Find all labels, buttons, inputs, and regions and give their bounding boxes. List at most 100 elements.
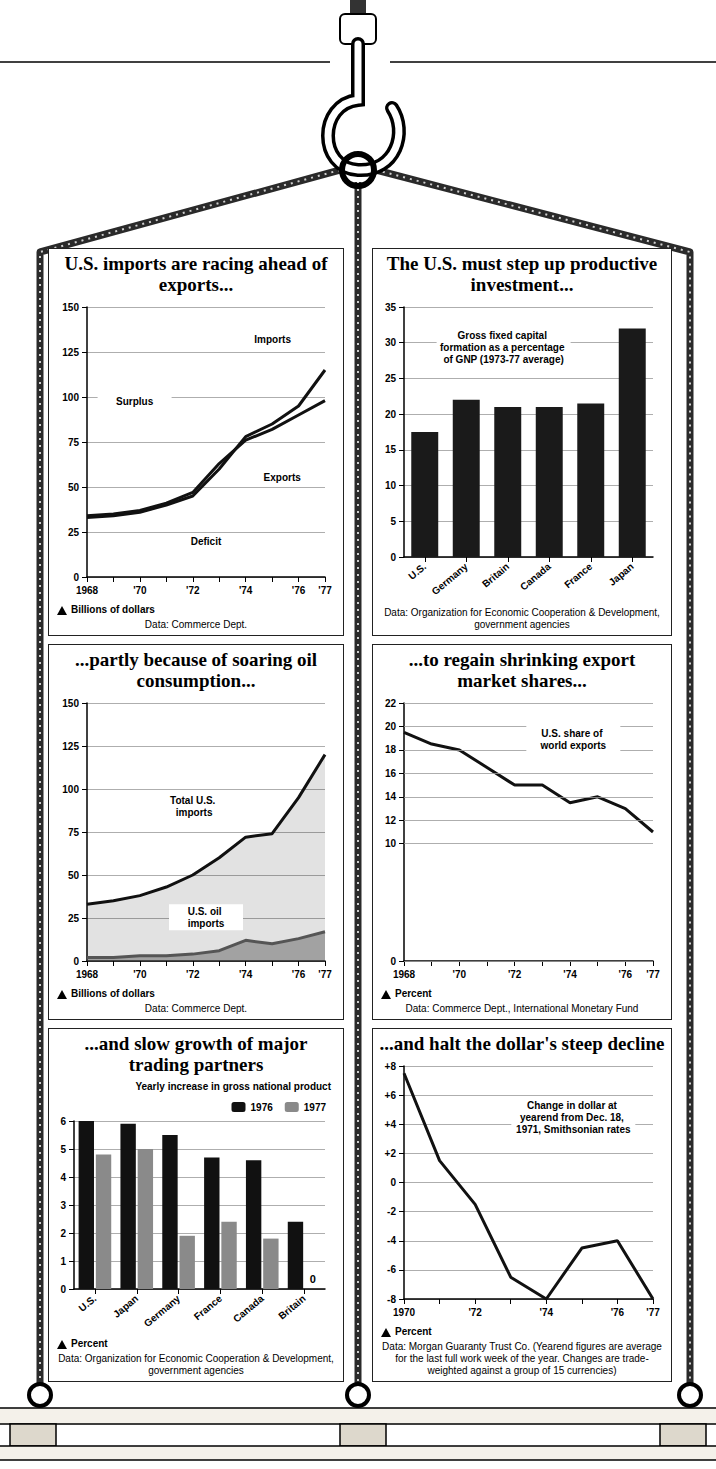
svg-text:35: 35 [385, 302, 397, 313]
svg-text:0: 0 [390, 1177, 396, 1188]
svg-text:1976: 1976 [251, 1102, 274, 1113]
svg-text:30: 30 [385, 337, 397, 348]
svg-text:France: France [562, 561, 595, 591]
svg-text:Surplus: Surplus [116, 396, 154, 407]
svg-text:formation as a percentage: formation as a percentage [440, 342, 567, 353]
svg-text:imports: imports [188, 918, 225, 929]
svg-text:'74: '74 [239, 585, 253, 596]
svg-text:U.S. share of: U.S. share of [541, 728, 605, 739]
svg-text:'72: '72 [468, 1307, 482, 1318]
svg-text:world exports: world exports [540, 740, 607, 751]
svg-text:Japan: Japan [111, 1293, 140, 1320]
svg-text:U.S.: U.S. [76, 1293, 98, 1314]
svg-text:Britain: Britain [276, 1293, 307, 1322]
svg-text:1: 1 [60, 1256, 66, 1267]
svg-text:0: 0 [390, 552, 396, 563]
svg-text:Total U.S.: Total U.S. [170, 795, 218, 806]
svg-text:0: 0 [60, 1284, 66, 1295]
svg-text:Germany: Germany [430, 561, 471, 598]
svg-text:75: 75 [68, 827, 80, 838]
svg-text:10: 10 [385, 480, 397, 491]
svg-text:125: 125 [62, 741, 79, 752]
svg-text:'76: '76 [619, 969, 633, 980]
svg-text:18: 18 [385, 744, 397, 755]
svg-text:125: 125 [62, 347, 79, 358]
svg-text:0: 0 [310, 1273, 316, 1285]
svg-text:5: 5 [390, 516, 396, 527]
svg-text:imports: imports [176, 807, 213, 818]
svg-text:25: 25 [385, 373, 397, 384]
svg-text:France: France [192, 1293, 225, 1323]
svg-text:10: 10 [385, 838, 397, 849]
svg-text:-4: -4 [387, 1235, 396, 1246]
svg-text:'74: '74 [540, 1307, 554, 1318]
svg-text:'72: '72 [186, 969, 200, 980]
svg-text:'72: '72 [508, 969, 522, 980]
svg-text:Japan: Japan [607, 561, 636, 588]
svg-text:Britain: Britain [480, 561, 511, 590]
svg-text:1977: 1977 [304, 1102, 327, 1113]
svg-text:22: 22 [385, 698, 397, 709]
svg-text:'77: '77 [318, 969, 332, 980]
svg-text:'76: '76 [292, 585, 306, 596]
svg-text:yearend from Dec. 18,: yearend from Dec. 18, [520, 1112, 627, 1123]
svg-text:'70: '70 [133, 585, 147, 596]
svg-text:2: 2 [60, 1228, 66, 1239]
svg-text:'77: '77 [318, 585, 332, 596]
svg-text:0: 0 [73, 956, 79, 967]
svg-text:'70: '70 [453, 969, 467, 980]
svg-text:+6: +6 [385, 1090, 397, 1101]
svg-text:15: 15 [385, 444, 397, 455]
svg-text:'72: '72 [186, 585, 200, 596]
svg-text:Imports: Imports [254, 334, 291, 345]
svg-text:U.S. oil: U.S. oil [188, 906, 225, 917]
svg-text:'77: '77 [646, 1307, 660, 1318]
svg-text:Yearly increase in gross natio: Yearly increase in gross national produc… [135, 1081, 331, 1092]
svg-text:'74: '74 [239, 969, 253, 980]
svg-text:Gross fixed capital: Gross fixed capital [457, 330, 549, 341]
svg-text:150: 150 [62, 698, 79, 709]
svg-text:5: 5 [60, 1144, 66, 1155]
svg-text:Exports: Exports [264, 472, 302, 483]
svg-text:1970: 1970 [393, 1307, 416, 1318]
svg-text:+4: +4 [385, 1119, 397, 1130]
svg-text:+2: +2 [385, 1148, 397, 1159]
svg-text:'76: '76 [611, 1307, 625, 1318]
svg-text:1968: 1968 [76, 969, 99, 980]
svg-text:16: 16 [385, 768, 397, 779]
svg-text:1968: 1968 [393, 969, 416, 980]
svg-text:150: 150 [62, 302, 79, 313]
svg-text:4: 4 [60, 1172, 66, 1183]
svg-text:1968: 1968 [76, 585, 99, 596]
svg-text:Canada: Canada [231, 1293, 266, 1325]
svg-text:25: 25 [68, 913, 80, 924]
svg-text:100: 100 [62, 392, 79, 403]
svg-text:Canada: Canada [518, 561, 553, 593]
svg-text:75: 75 [68, 437, 80, 448]
svg-text:1971, Smithsonian rates: 1971, Smithsonian rates [516, 1124, 631, 1135]
svg-text:Change in dollar at: Change in dollar at [527, 1100, 620, 1111]
svg-text:U.S.: U.S. [406, 561, 428, 582]
svg-text:3: 3 [60, 1200, 66, 1211]
svg-text:-6: -6 [387, 1264, 396, 1275]
svg-text:+8: +8 [385, 1061, 397, 1072]
svg-text:-2: -2 [387, 1206, 396, 1217]
svg-text:14: 14 [385, 791, 397, 802]
svg-text:-8: -8 [387, 1294, 396, 1305]
svg-text:0: 0 [73, 572, 79, 583]
svg-text:20: 20 [385, 409, 397, 420]
svg-text:12: 12 [385, 815, 397, 826]
svg-text:0: 0 [390, 956, 396, 967]
svg-text:20: 20 [385, 721, 397, 732]
svg-text:'77: '77 [646, 969, 660, 980]
svg-text:'76: '76 [292, 969, 306, 980]
svg-text:Deficit: Deficit [191, 536, 222, 547]
svg-text:'70: '70 [133, 969, 147, 980]
svg-text:25: 25 [68, 527, 80, 538]
svg-text:50: 50 [68, 870, 80, 881]
svg-text:'74: '74 [563, 969, 577, 980]
svg-text:of GNP (1973-77 average): of GNP (1973-77 average) [443, 354, 563, 365]
svg-text:Germany: Germany [142, 1293, 183, 1330]
svg-text:50: 50 [68, 482, 80, 493]
svg-text:6: 6 [60, 1116, 66, 1127]
